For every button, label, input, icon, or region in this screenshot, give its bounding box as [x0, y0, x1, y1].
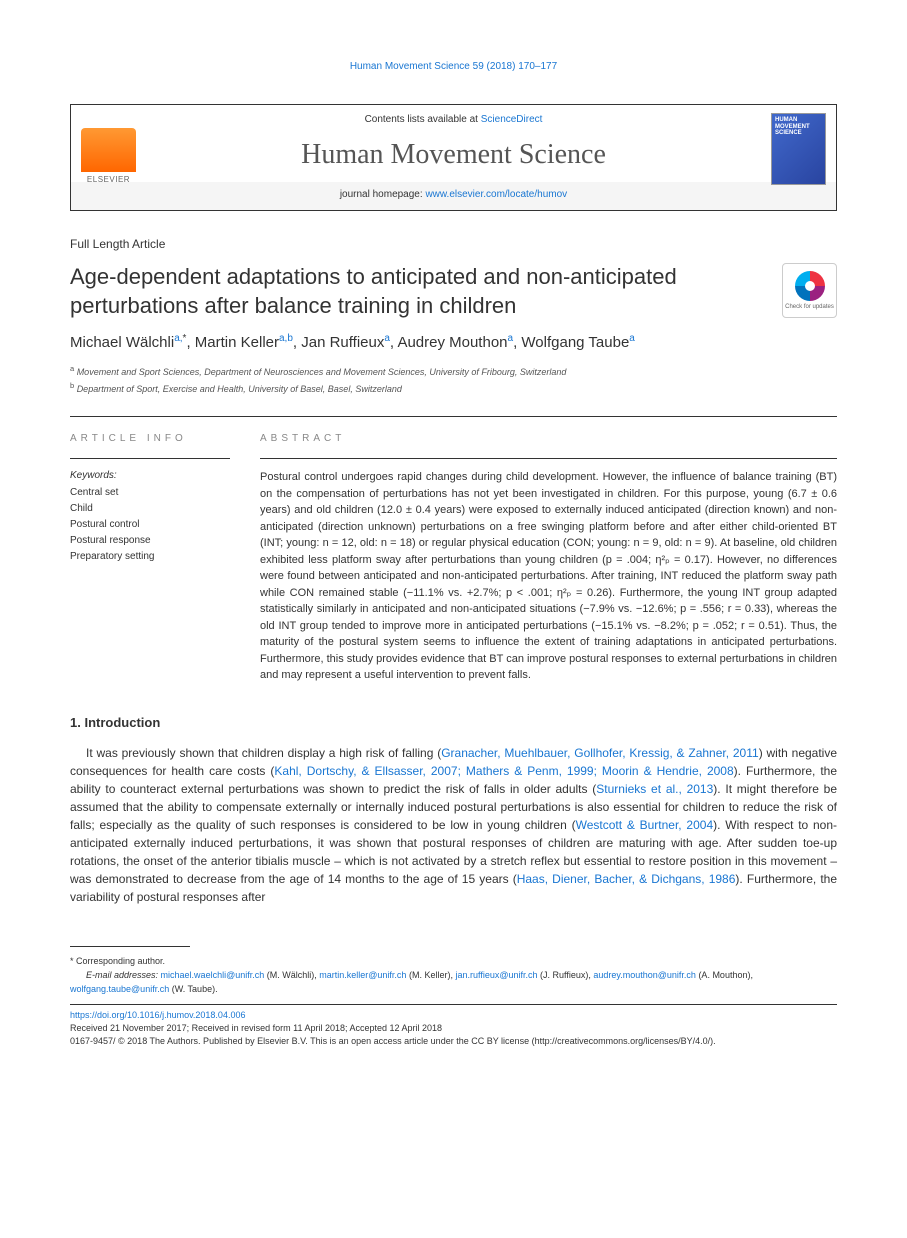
elsevier-logo: ELSEVIER: [81, 128, 136, 188]
authors-list: Michael Wälchlia,*, Martin Kellera,b, Ja…: [70, 332, 837, 353]
keywords-label: Keywords:: [70, 469, 230, 483]
journal-name: Human Movement Science: [71, 131, 836, 182]
doi-block: https://doi.org/10.1016/j.humov.2018.04.…: [70, 1004, 837, 1047]
keyword: Postural control: [70, 518, 230, 532]
cover-text: HUMAN MOVEMENT SCIENCE: [772, 114, 825, 140]
author: Wolfgang Taubea: [521, 334, 634, 351]
email-link[interactable]: michael.waelchli@unifr.ch: [161, 970, 265, 980]
intro-paragraph: It was previously shown that children di…: [70, 744, 837, 906]
abstract-column: ABSTRACT Postural control undergoes rapi…: [260, 432, 837, 684]
homepage-line: journal homepage: www.elsevier.com/locat…: [71, 182, 836, 210]
sciencedirect-link[interactable]: ScienceDirect: [481, 114, 543, 125]
article-info-label: ARTICLE INFO: [70, 432, 230, 446]
citation-link[interactable]: Kahl, Dortschy, & Ellsasser, 2007; Mathe…: [274, 764, 733, 778]
keyword: Child: [70, 502, 230, 516]
elsevier-label: ELSEVIER: [81, 174, 136, 185]
copyright-line: 0167-9457/ © 2018 The Authors. Published…: [70, 1036, 716, 1046]
title-row: Age-dependent adaptations to anticipated…: [70, 263, 837, 320]
article-title: Age-dependent adaptations to anticipated…: [70, 263, 762, 320]
author: Jan Ruffieuxa: [301, 334, 390, 351]
page: Human Movement Science 59 (2018) 170–177…: [0, 0, 907, 1087]
affiliation-b: b Department of Sport, Exercise and Heal…: [70, 380, 837, 397]
footer-separator: [70, 946, 190, 947]
author: Martin Kellera,b: [195, 334, 293, 351]
citation-link[interactable]: Sturnieks et al., 2013: [596, 782, 713, 796]
email-link[interactable]: wolfgang.taube@unifr.ch: [70, 984, 169, 994]
email-link[interactable]: jan.ruffieux@unifr.ch: [455, 970, 537, 980]
journal-cover-icon: HUMAN MOVEMENT SCIENCE: [771, 113, 826, 185]
citation-link[interactable]: Westcott & Burtner, 2004: [576, 818, 714, 832]
corresponding-author-note: * Corresponding author.: [70, 955, 837, 968]
crossmark-icon: [795, 271, 825, 301]
author: Audrey Mouthona: [397, 334, 513, 351]
contents-prefix: Contents lists available at: [365, 114, 481, 125]
check-updates-badge[interactable]: Check for updates: [782, 263, 837, 318]
keyword: Preparatory setting: [70, 550, 230, 564]
email-addresses: E-mail addresses: michael.waelchli@unifr…: [70, 969, 837, 996]
emails-label: E-mail addresses:: [86, 970, 158, 980]
keyword: Postural response: [70, 534, 230, 548]
affiliation-a: a Movement and Sport Sciences, Departmen…: [70, 363, 837, 380]
abstract-label: ABSTRACT: [260, 432, 837, 446]
article-type: Full Length Article: [70, 236, 837, 253]
received-line: Received 21 November 2017; Received in r…: [70, 1023, 442, 1033]
citation-link[interactable]: Granacher, Muehlbauer, Gollhofer, Kressi…: [441, 746, 758, 760]
author: Michael Wälchlia,*: [70, 334, 186, 351]
contents-available-line: Contents lists available at ScienceDirec…: [71, 105, 836, 131]
journal-banner: ELSEVIER HUMAN MOVEMENT SCIENCE Contents…: [70, 104, 837, 211]
email-link[interactable]: martin.keller@unifr.ch: [319, 970, 406, 980]
keyword: Central set: [70, 486, 230, 500]
homepage-link[interactable]: www.elsevier.com/locate/humov: [425, 189, 567, 200]
homepage-label: journal homepage:: [340, 189, 426, 200]
email-link[interactable]: audrey.mouthon@unifr.ch: [593, 970, 696, 980]
updates-badge-label: Check for updates: [785, 304, 834, 311]
intro-heading: 1. Introduction: [70, 714, 837, 732]
article-info-column: ARTICLE INFO Keywords: Central set Child…: [70, 432, 230, 684]
citation-link[interactable]: Haas, Diener, Bacher, & Dichgans, 1986: [517, 872, 736, 886]
abstract-text: Postural control undergoes rapid changes…: [260, 469, 837, 684]
info-abstract-row: ARTICLE INFO Keywords: Central set Child…: [70, 416, 837, 684]
affiliations: a Movement and Sport Sciences, Departmen…: [70, 363, 837, 396]
elsevier-tree-icon: [81, 128, 136, 172]
running-header: Human Movement Science 59 (2018) 170–177: [70, 60, 837, 74]
doi-link[interactable]: https://doi.org/10.1016/j.humov.2018.04.…: [70, 1010, 245, 1020]
